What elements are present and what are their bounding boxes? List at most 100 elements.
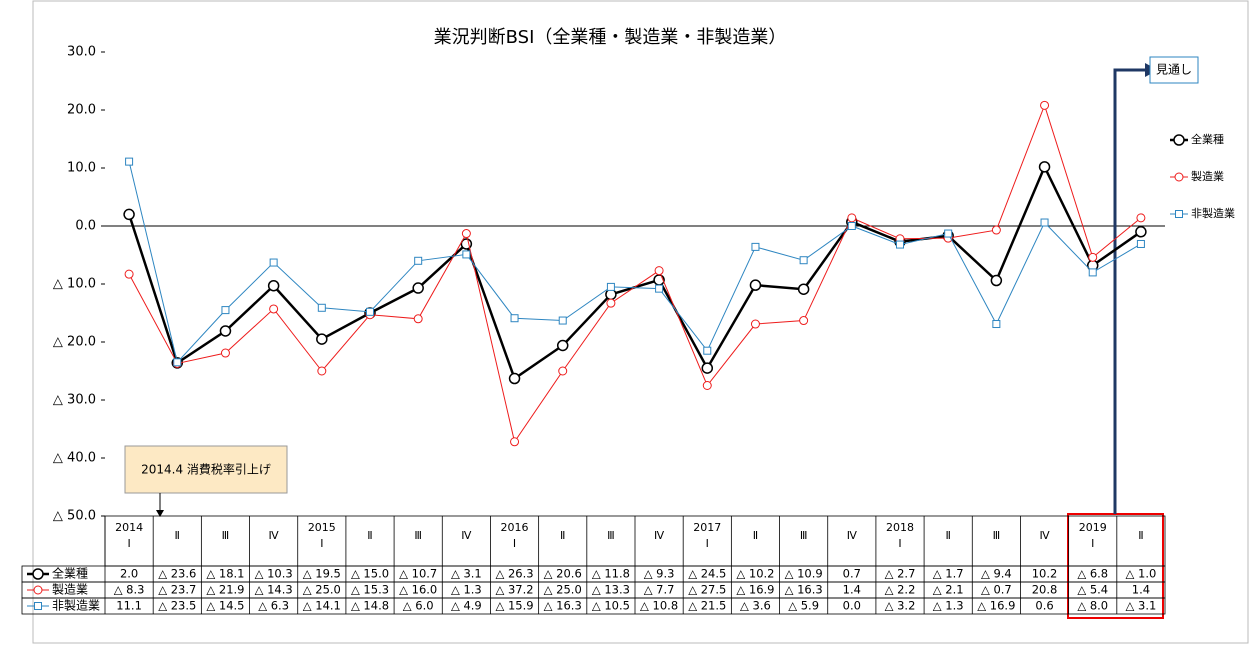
table-value: △ 19.5 bbox=[303, 567, 341, 581]
data-point bbox=[750, 319, 760, 329]
chart-title: 業況判断BSI（全業種・製造業・非製造業） bbox=[434, 27, 787, 48]
table-value: △ 25.0 bbox=[303, 583, 341, 597]
table-key-marker bbox=[32, 568, 44, 580]
table-value: △ 16.9 bbox=[977, 599, 1015, 613]
data-point bbox=[944, 229, 953, 238]
table-value: △ 23.6 bbox=[158, 567, 196, 581]
legend-label: 製造業 bbox=[1191, 169, 1224, 183]
table-value: △ 1.3 bbox=[933, 599, 964, 613]
data-point bbox=[221, 306, 230, 315]
legend-label: 全業種 bbox=[1191, 132, 1224, 146]
table-series-name: 非製造業 bbox=[52, 599, 100, 613]
chart-border bbox=[32, 0, 1249, 644]
data-point bbox=[267, 279, 280, 292]
table-value: △ 15.9 bbox=[495, 599, 533, 613]
table-value: △ 9.4 bbox=[981, 567, 1012, 581]
table-value: △ 24.5 bbox=[688, 567, 726, 581]
y-tick-label: 20.0 bbox=[67, 103, 96, 118]
y-tick-label: 30.0 bbox=[67, 45, 96, 60]
data-point bbox=[991, 225, 1001, 235]
x-tick-label: Ⅲ bbox=[993, 529, 1001, 542]
table-value: △ 3.2 bbox=[885, 599, 916, 613]
legend-label: 非製造業 bbox=[1191, 206, 1235, 220]
table-value: △ 15.0 bbox=[351, 567, 389, 581]
x-tick-label: Ⅱ bbox=[1138, 529, 1143, 542]
data-point bbox=[1088, 252, 1098, 262]
y-tick-label: △ 30.0 bbox=[53, 393, 96, 408]
x-tick-label: Ⅱ bbox=[560, 529, 565, 542]
data-point bbox=[797, 283, 810, 295]
table-value: △ 20.6 bbox=[544, 567, 582, 581]
data-point bbox=[1040, 100, 1050, 110]
table-value: △ 10.5 bbox=[592, 599, 630, 613]
table-value: 1.4 bbox=[843, 583, 861, 597]
data-point bbox=[510, 314, 519, 323]
x-tick-label: I bbox=[127, 537, 130, 550]
series-line bbox=[128, 161, 1142, 364]
table-value: △ 16.9 bbox=[736, 583, 774, 597]
legend-marker bbox=[1174, 172, 1184, 182]
table-value: 11.1 bbox=[116, 599, 142, 613]
table-key-marker bbox=[34, 602, 42, 610]
table-key-marker bbox=[33, 585, 43, 595]
x-tick-label: Ⅲ bbox=[607, 529, 615, 542]
table-row bbox=[21, 597, 1166, 615]
data-point bbox=[317, 366, 327, 376]
x-tick-label: Ⅱ bbox=[175, 529, 180, 542]
table-value: 0.0 bbox=[843, 599, 861, 613]
forecast-arrow bbox=[1113, 68, 1147, 514]
x-tick-label: I bbox=[320, 537, 323, 550]
table-value: △ 10.7 bbox=[399, 567, 437, 581]
table-value: △ 6.8 bbox=[1077, 567, 1108, 581]
table-value: △ 21.5 bbox=[688, 599, 726, 613]
data-point bbox=[605, 288, 617, 301]
x-tick-label: Ⅳ bbox=[1039, 529, 1050, 542]
data-point bbox=[847, 213, 857, 223]
table-value: △ 14.1 bbox=[303, 599, 341, 613]
y-tick-label: △ 20.0 bbox=[53, 335, 96, 350]
data-point bbox=[510, 437, 520, 447]
year-label: 2014 bbox=[115, 521, 143, 534]
data-point bbox=[317, 303, 326, 312]
data-point bbox=[655, 284, 664, 293]
annotation: 2014.4 消費税率引上げ bbox=[141, 462, 271, 477]
x-tick-label: Ⅳ bbox=[461, 529, 472, 542]
data-point bbox=[412, 282, 424, 294]
x-tick-label: I bbox=[898, 537, 901, 550]
y-tick-label: 10.0 bbox=[67, 161, 96, 176]
table-series-name: 全業種 bbox=[52, 566, 88, 581]
year-label: 2018 bbox=[886, 521, 914, 534]
table-value: △ 1.0 bbox=[1126, 567, 1157, 581]
table-value: 2.0 bbox=[120, 567, 138, 581]
data-point bbox=[413, 314, 423, 324]
table-value: △ 18.1 bbox=[206, 567, 244, 581]
table-value: △ 25.0 bbox=[544, 583, 582, 597]
data-point bbox=[896, 240, 904, 249]
y-tick-label: △ 10.0 bbox=[53, 277, 96, 292]
data-point bbox=[701, 362, 714, 374]
table-value: △ 3.1 bbox=[1126, 599, 1157, 613]
y-tick-label: △ 50.0 bbox=[53, 509, 96, 524]
table-value: △ 3.6 bbox=[740, 599, 771, 613]
table-value: △ 6.0 bbox=[403, 599, 434, 613]
table-value: △ 16.0 bbox=[399, 583, 437, 597]
annotation-box bbox=[124, 445, 288, 494]
y-tick-label: 0.0 bbox=[75, 219, 96, 234]
data-point bbox=[703, 346, 712, 355]
data-point bbox=[269, 304, 279, 314]
table-value: △ 2.2 bbox=[885, 583, 916, 597]
table-value: △ 9.3 bbox=[644, 567, 675, 581]
table-value: △ 16.3 bbox=[785, 583, 823, 597]
y-tick-label: △ 40.0 bbox=[53, 451, 96, 466]
data-point bbox=[558, 316, 567, 325]
table-value: △ 26.3 bbox=[495, 567, 533, 581]
data-point bbox=[269, 258, 278, 267]
table-value: △ 10.3 bbox=[255, 567, 293, 581]
data-point bbox=[606, 298, 616, 308]
data-point bbox=[316, 333, 328, 345]
year-label: 2017 bbox=[693, 521, 721, 534]
forecast-box bbox=[1149, 56, 1199, 84]
table-value: △ 13.3 bbox=[592, 583, 630, 597]
data-point bbox=[702, 381, 712, 390]
